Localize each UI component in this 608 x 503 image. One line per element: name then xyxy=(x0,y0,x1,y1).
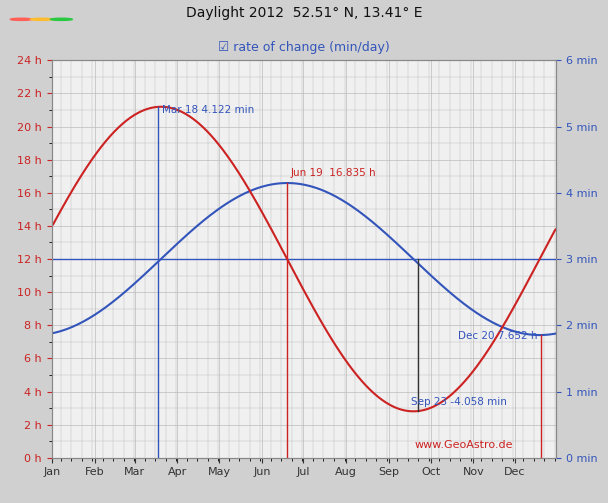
Circle shape xyxy=(30,18,52,21)
Circle shape xyxy=(50,18,72,21)
Circle shape xyxy=(10,18,32,21)
Text: Mar 18 4.122 min: Mar 18 4.122 min xyxy=(162,105,255,115)
Text: Dec 20 7.652 h: Dec 20 7.652 h xyxy=(458,330,537,341)
Text: www.GeoAstro.de: www.GeoAstro.de xyxy=(415,440,514,450)
Text: Daylight 2012  52.51° N, 13.41° E: Daylight 2012 52.51° N, 13.41° E xyxy=(186,6,422,20)
Text: ☑ rate of change (min/day): ☑ rate of change (min/day) xyxy=(218,41,390,54)
Text: Sep 23 -4.058 min: Sep 23 -4.058 min xyxy=(411,397,507,407)
Text: Jun 19  16.835 h: Jun 19 16.835 h xyxy=(291,169,376,178)
